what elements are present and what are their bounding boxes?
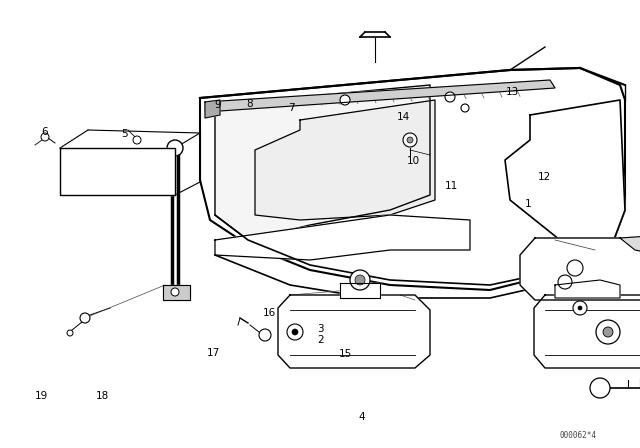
Polygon shape [163, 285, 190, 300]
Circle shape [340, 95, 350, 105]
Polygon shape [534, 295, 640, 368]
Polygon shape [200, 68, 625, 290]
Polygon shape [215, 85, 430, 240]
Text: 2: 2 [317, 335, 323, 345]
Circle shape [578, 306, 582, 310]
Circle shape [259, 329, 271, 341]
Polygon shape [505, 100, 625, 250]
Circle shape [573, 301, 587, 315]
Text: 000062*4: 000062*4 [560, 431, 597, 439]
Polygon shape [60, 148, 175, 195]
Polygon shape [555, 280, 620, 298]
Circle shape [355, 275, 365, 285]
Text: 1: 1 [525, 199, 531, 209]
Circle shape [41, 133, 49, 141]
Circle shape [558, 275, 572, 289]
Text: 7: 7 [288, 103, 294, 112]
Text: 9: 9 [214, 100, 221, 110]
Text: 19: 19 [35, 392, 49, 401]
Circle shape [590, 378, 610, 398]
Circle shape [603, 327, 613, 337]
Circle shape [171, 288, 179, 296]
Circle shape [167, 140, 183, 156]
Circle shape [67, 330, 73, 336]
Text: 6: 6 [42, 127, 48, 137]
Polygon shape [205, 80, 555, 112]
Circle shape [461, 104, 469, 112]
Circle shape [133, 136, 141, 144]
Polygon shape [278, 295, 430, 368]
Circle shape [567, 260, 583, 276]
Text: 3: 3 [317, 324, 323, 334]
Text: 15: 15 [339, 349, 353, 359]
Text: 12: 12 [538, 172, 551, 182]
Polygon shape [620, 235, 640, 255]
Text: 17: 17 [207, 348, 220, 358]
Circle shape [292, 329, 298, 335]
Polygon shape [255, 100, 435, 220]
Polygon shape [215, 215, 470, 260]
Text: 18: 18 [96, 391, 109, 401]
Text: 11: 11 [445, 181, 458, 191]
Text: 8: 8 [246, 99, 253, 109]
Circle shape [445, 92, 455, 102]
Polygon shape [520, 238, 640, 300]
Text: 13: 13 [506, 87, 519, 97]
Polygon shape [205, 100, 220, 118]
Text: 5: 5 [122, 129, 128, 138]
Circle shape [407, 137, 413, 143]
Circle shape [350, 270, 370, 290]
Text: 10: 10 [406, 156, 420, 166]
Polygon shape [340, 283, 380, 298]
Text: 16: 16 [262, 308, 276, 318]
Text: 14: 14 [397, 112, 410, 122]
Circle shape [287, 324, 303, 340]
Text: 4: 4 [358, 412, 365, 422]
Circle shape [80, 313, 90, 323]
Circle shape [596, 320, 620, 344]
Circle shape [403, 133, 417, 147]
